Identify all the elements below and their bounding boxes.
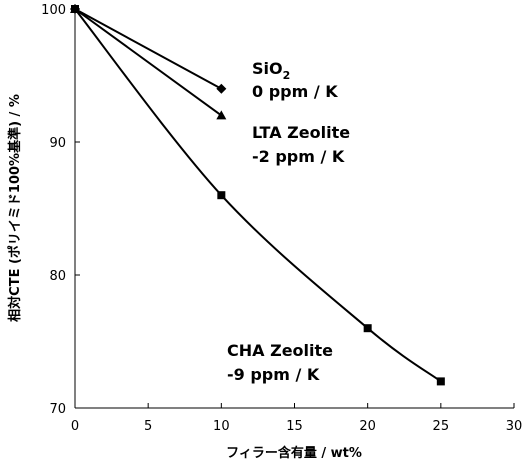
series-markers: [70, 4, 445, 386]
x-tick-label: 5: [144, 419, 152, 434]
sio2-label-main: SiO: [252, 59, 283, 78]
x-ticks: 0 5 10 15 20 25 30: [71, 403, 522, 434]
x-tick-label: 0: [71, 419, 79, 434]
sio2-label: SiO2: [252, 59, 290, 82]
cha-zeolite-series-line: [74, 8, 442, 383]
lta-cte-label: -2 ppm / K: [252, 147, 345, 166]
lta-label: LTA Zeolite: [252, 123, 350, 142]
x-tick-label: 30: [506, 419, 523, 434]
x-tick-label: 15: [286, 419, 303, 434]
cha-cte-label: -9 ppm / K: [227, 365, 320, 384]
lta-zeolite-series-line: [74, 8, 222, 117]
cha-label: CHA Zeolite: [227, 341, 333, 360]
y-axis-title: 相対CTE (ポリイミド100%基準) / %: [7, 94, 23, 322]
y-tick-label: 90: [49, 136, 66, 151]
y-tick-label: 80: [49, 269, 66, 284]
cha-zeolite-point: [436, 377, 445, 386]
lta-zeolite-point: [216, 110, 227, 120]
y-tick-label: 100: [41, 3, 66, 18]
sio2-point: [216, 83, 227, 94]
sio2-cte-label: 0 ppm / K: [252, 82, 338, 101]
x-tick-label: 10: [213, 419, 230, 434]
y-ticks: 70 80 90 100: [41, 3, 80, 417]
cha-zeolite-point: [217, 191, 226, 200]
cha-zeolite-point: [363, 324, 372, 333]
cha-zeolite-point: [71, 5, 79, 13]
x-tick-label: 20: [359, 419, 376, 434]
sio2-series-line: [74, 8, 222, 90]
series-lines: [74, 8, 442, 383]
x-axis-title: フィラー含有量 / wt%: [226, 445, 362, 461]
x-tick-label: 25: [433, 419, 450, 434]
y-tick-label: 70: [49, 402, 66, 417]
sio2-label-subscript: 2: [283, 69, 291, 82]
